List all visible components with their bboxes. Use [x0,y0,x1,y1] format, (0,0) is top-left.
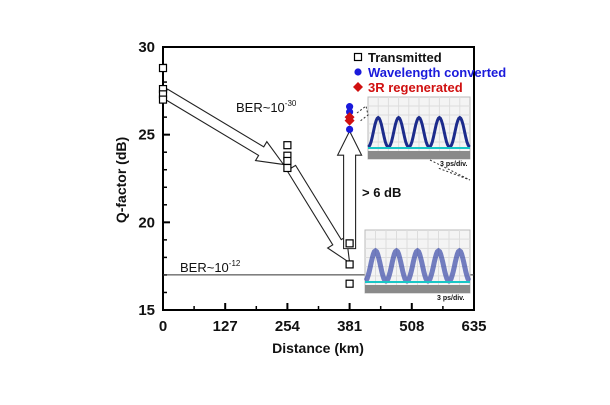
x-tick-label: 254 [275,318,301,335]
eye-diagram-transmitted [363,229,472,294]
y-tick-label: 25 [138,127,155,144]
inset-pointer-top [356,105,369,123]
point-transmitted [283,156,292,166]
point-wavelength-converted [346,125,354,134]
arrow-gain-6db [336,129,363,250]
eye-scale-top: 3 ps/div. [440,161,468,168]
eye-diagram-insets [356,96,472,294]
point-3r-regenerated [344,115,355,126]
arrow-254-to-381 [286,164,351,264]
eye-trace [363,247,472,284]
legend-marker-transmitted [353,52,363,62]
eye-baseline-band [368,151,470,159]
point-wavelength-converted [346,108,354,116]
legend-label: Transmitted [368,50,442,65]
x-axis-label: Distance (km) [272,340,364,356]
x-tick-label: 508 [399,318,424,335]
y-tick-label: 30 [138,39,155,56]
x-tick-label: 127 [213,318,238,335]
x-tick-label: 0 [159,318,167,335]
point-transmitted [345,239,354,248]
axes: 0 127 254 381 508 635 15 20 25 30 [138,39,486,335]
eye-scale-bottom: 3 ps/div. [437,295,465,302]
data-points [158,63,355,288]
eye-baseline-band [365,285,470,293]
eye-trace [367,115,471,149]
x-tick-label: 635 [461,318,486,335]
legend-marker-3r-regenerated [353,82,363,92]
inset-pointer-mid [429,159,471,181]
y-tick-label: 20 [138,214,155,231]
legend-label: 3R regenerated [368,80,463,95]
legend-label: Wavelength converted [368,65,506,80]
eye-diagram-regenerated [367,96,471,160]
gain-label: > 6 dB [362,185,401,200]
point-transmitted [345,260,354,269]
point-transmitted [345,279,354,288]
point-transmitted [158,95,168,104]
point-transmitted [283,141,292,150]
point-transmitted [158,63,168,73]
arrow-0-to-254 [161,88,285,166]
legend-marker-wavelength-converted [354,68,362,76]
y-tick-label: 15 [138,302,155,319]
y-axis-label: Q-factor (dB) [113,137,129,223]
ber-12-label: BER~10-12 [180,259,241,275]
x-tick-label: 381 [337,318,362,335]
trend-arrows [161,88,363,264]
point-wavelength-converted [346,103,354,111]
ber-30-label: BER~10-30 [236,99,297,115]
point-transmitted [283,163,292,173]
